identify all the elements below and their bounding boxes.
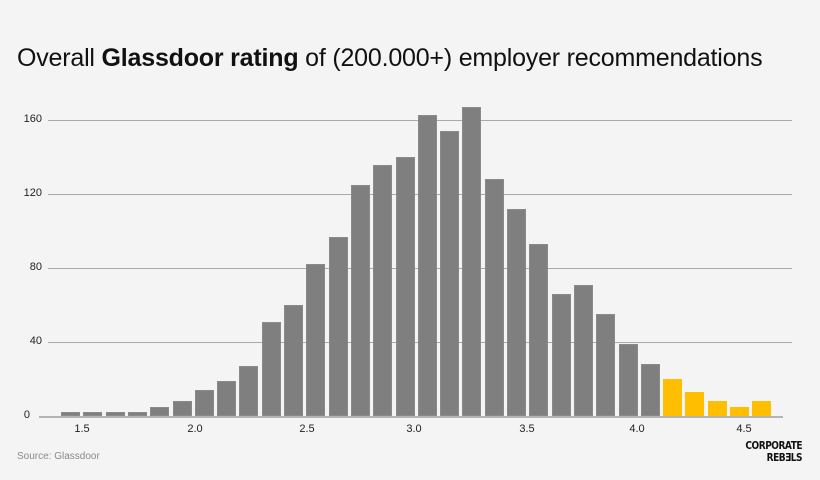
histogram-bar — [507, 209, 526, 416]
histogram-bar — [239, 366, 259, 416]
histogram-bar — [284, 305, 303, 416]
histogram-bar — [529, 244, 549, 416]
x-tick-label: 2.0 — [187, 423, 203, 435]
histogram-bar — [440, 131, 460, 416]
histogram-bar — [217, 380, 237, 416]
histogram-bar — [83, 412, 103, 416]
histogram-bar — [61, 412, 80, 416]
y-tick-label: 160 — [23, 113, 42, 126]
x-tick-label: 4.0 — [629, 423, 645, 435]
histogram-bar — [596, 314, 616, 416]
histogram-bar-highlighted — [685, 391, 705, 416]
histogram-bar — [127, 412, 147, 416]
source-note: Source: Glassdoor — [17, 451, 100, 462]
histogram-bar — [306, 264, 326, 416]
title-suffix: of (200.000+) employer recommendations — [298, 44, 763, 72]
histogram-bar — [417, 114, 437, 416]
histogram-bar — [618, 343, 638, 416]
histogram-bar — [484, 179, 504, 416]
y-tick-label: 40 — [29, 335, 42, 348]
histogram-bar-highlighted — [707, 401, 727, 416]
histogram-bar — [328, 236, 348, 416]
histogram-bar — [172, 401, 192, 416]
x-tick-label: 2.5 — [299, 423, 315, 435]
histogram-bar-highlighted — [730, 406, 749, 416]
histogram-bar — [573, 284, 593, 416]
y-tick-label: 0 — [23, 409, 30, 421]
histogram-bar — [395, 157, 415, 416]
logo-line-2: REBƎLS — [766, 451, 803, 464]
y-tick-label: 120 — [23, 187, 42, 200]
histogram-bar — [150, 406, 170, 416]
x-tick-label: 4.5 — [736, 423, 752, 435]
x-axis-baseline — [39, 416, 783, 418]
chart-title: Overall Glassdoor rating of (200.000+) e… — [17, 44, 763, 73]
histogram-bar — [640, 364, 660, 416]
x-tick-label: 1.5 — [74, 423, 90, 435]
histogram-bar-highlighted — [663, 379, 683, 416]
y-tick-label: 80 — [29, 261, 42, 274]
histogram-bar — [194, 390, 214, 416]
histogram-bar — [373, 164, 393, 416]
logo-line-1: CORPORATE — [745, 439, 802, 452]
title-prefix: Overall — [17, 44, 102, 72]
histogram-bar — [551, 294, 571, 416]
corporate-rebels-logo: CORPORATE REBƎLS — [745, 440, 802, 464]
histogram-bar — [462, 107, 482, 416]
histogram-bar — [350, 185, 370, 416]
histogram-bar — [261, 321, 281, 416]
histogram-bar-highlighted — [752, 401, 772, 416]
x-tick-label: 3.5 — [519, 423, 535, 435]
x-tick-label: 3.0 — [406, 423, 422, 435]
histogram-bar — [105, 412, 125, 416]
title-bold: Glassdoor rating — [101, 44, 299, 72]
